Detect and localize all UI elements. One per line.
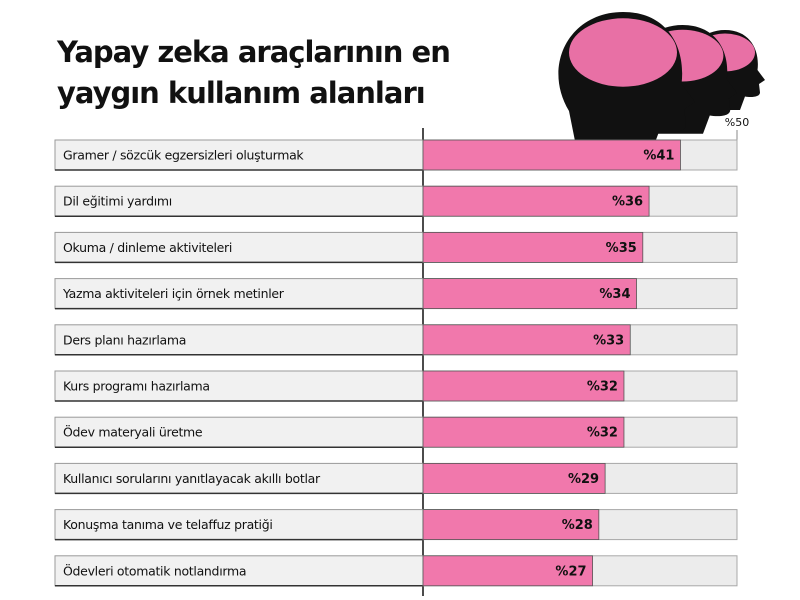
label-box <box>54 139 424 171</box>
category-label: Dil eğitimi yardımı <box>63 194 172 209</box>
bar <box>422 370 625 402</box>
category-label: Ödevleri otomatik notlandırma <box>63 562 246 578</box>
value-label: %32 <box>587 380 618 395</box>
chart-title: Yapay zeka araçlarının en <box>56 35 450 69</box>
label-box <box>54 509 424 541</box>
bar <box>422 416 625 448</box>
bar <box>422 278 637 310</box>
bar <box>422 324 631 356</box>
bar <box>422 555 593 587</box>
category-label: Kullanıcı sorularını yanıtlayacak akıllı… <box>63 471 321 486</box>
category-label: Ödev materyali üretme <box>63 424 203 440</box>
bar <box>422 231 644 263</box>
bar <box>422 185 650 217</box>
value-label: %35 <box>606 241 637 256</box>
category-label: Okuma / dinleme aktiviteleri <box>63 240 232 255</box>
value-label: %29 <box>568 472 599 487</box>
value-label: %32 <box>587 426 618 441</box>
label-box <box>54 278 424 310</box>
bar <box>422 509 600 541</box>
value-label: %36 <box>612 195 643 210</box>
category-label: Ders planı hazırlama <box>63 332 186 347</box>
value-label: %34 <box>599 287 630 302</box>
category-label: Yazma aktiviteleri için örnek metinler <box>62 286 285 301</box>
value-label: %27 <box>555 564 586 579</box>
category-label: Konuşma tanıma ve telaffuz pratiği <box>63 517 273 532</box>
bar <box>422 462 606 494</box>
x-tick-label: %50 <box>725 116 749 129</box>
label-box <box>54 555 424 587</box>
value-label: %33 <box>593 333 624 348</box>
category-label: Kurs programı hazırlama <box>63 379 210 394</box>
chart-title: yaygın kullanım alanları <box>57 76 425 110</box>
label-box <box>54 185 424 217</box>
label-box <box>54 416 424 448</box>
heads-illustration <box>558 12 765 156</box>
value-label: %28 <box>562 518 593 533</box>
label-box <box>54 324 424 356</box>
bar <box>422 139 681 171</box>
value-label: %41 <box>643 149 674 164</box>
category-label: Gramer / sözcük egzersizleri oluşturmak <box>63 148 304 163</box>
